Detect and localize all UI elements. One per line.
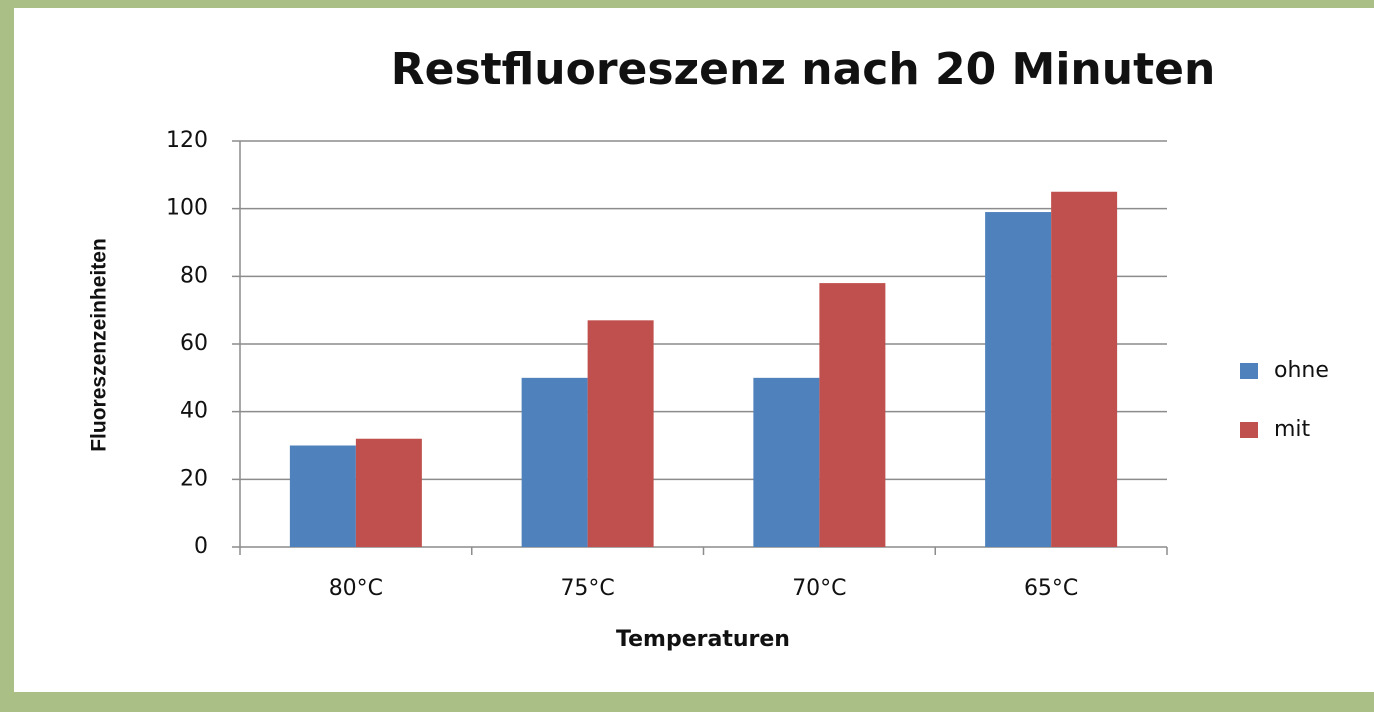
x-axis-label: Temperaturen xyxy=(616,627,790,652)
bar xyxy=(521,377,588,547)
chart-panel xyxy=(14,8,1374,692)
x-tick-label: 75°C xyxy=(560,576,614,601)
legend-label: ohne xyxy=(1274,358,1329,383)
y-tick-label: 40 xyxy=(180,399,208,424)
bar xyxy=(819,283,886,547)
y-tick-label: 100 xyxy=(166,196,208,221)
bar xyxy=(587,320,654,547)
bar xyxy=(985,212,1052,548)
bar xyxy=(1051,191,1118,547)
chart-title: Restfluoreszenz nach 20 Minuten xyxy=(391,44,1216,95)
x-tick-label: 70°C xyxy=(792,576,846,601)
y-axis-label: Fluoreszenzeinheiten xyxy=(88,238,111,452)
y-tick-label: 0 xyxy=(194,534,208,559)
bar xyxy=(289,445,356,547)
bar xyxy=(753,377,820,547)
legend-swatch xyxy=(1240,422,1258,438)
y-tick-label: 120 xyxy=(166,128,208,153)
legend-swatch xyxy=(1240,363,1258,379)
x-tick-label: 80°C xyxy=(329,576,383,601)
x-tick-label: 65°C xyxy=(1024,576,1078,601)
bar xyxy=(355,438,422,547)
y-tick-label: 60 xyxy=(180,331,208,356)
y-tick-label: 20 xyxy=(180,466,208,491)
y-tick-label: 80 xyxy=(180,263,208,288)
legend-label: mit xyxy=(1274,417,1311,442)
